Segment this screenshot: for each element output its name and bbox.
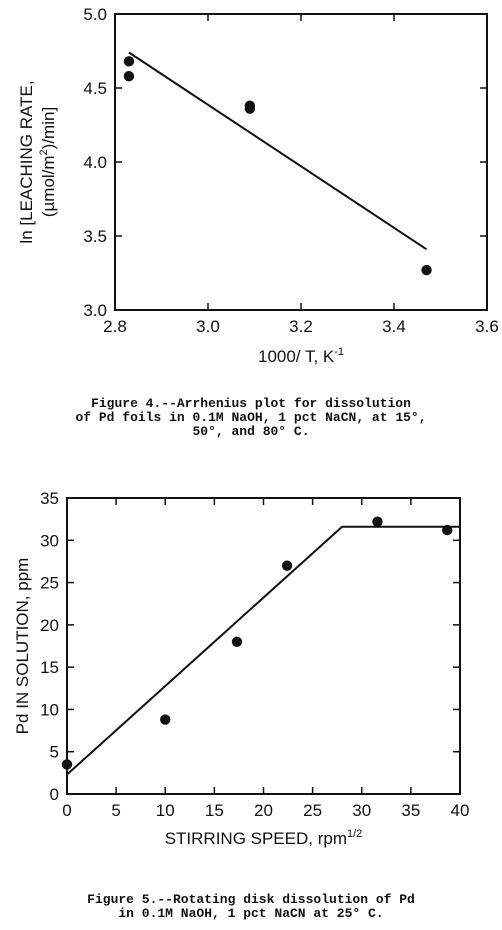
y-tick-label: 15 bbox=[40, 658, 59, 677]
y-tick-label: 25 bbox=[40, 574, 59, 593]
figure-5-chart: 0 5 10 15 20 25 30 35 40 0 5 10 15 20 25 30 35 STIRRING S… bbox=[0, 472, 502, 872]
data-point bbox=[281, 560, 293, 571]
data-point bbox=[123, 56, 135, 67]
x-tick-label: 3.0 bbox=[196, 317, 220, 336]
x-tick-label: 35 bbox=[401, 801, 420, 820]
fit-line bbox=[66, 525, 460, 776]
data-point bbox=[123, 70, 135, 82]
data-point bbox=[372, 516, 383, 527]
figure-5-caption: Figure 5.--Rotating disk dissolution of … bbox=[87, 892, 415, 921]
x-tick-label: 30 bbox=[352, 801, 371, 820]
x-axis-label: 1000/ T, K-1 bbox=[258, 346, 344, 366]
x-tick-label: 3.4 bbox=[382, 317, 406, 336]
x-tick-label: 25 bbox=[303, 801, 322, 820]
figure-4-caption: Figure 4.--Arrhenius plot for dissolutio… bbox=[75, 396, 427, 439]
fit-line bbox=[128, 51, 428, 251]
x-tick-label: 3.2 bbox=[289, 317, 313, 336]
y-axis-label-line1: ln [LEACHING RATE, bbox=[17, 80, 36, 243]
y-tick-label: 5 bbox=[50, 743, 59, 762]
x-axis-label: STIRRING SPEED, rpm1/2 bbox=[165, 828, 363, 848]
data-point bbox=[244, 103, 256, 114]
x-tick-label: 20 bbox=[254, 801, 273, 820]
y-tick-label: 4.5 bbox=[83, 79, 107, 98]
y-axis-label-line2: (µmol/m2)/min] bbox=[38, 107, 58, 217]
y-tick-label: 4.0 bbox=[83, 153, 107, 172]
data-point bbox=[421, 264, 432, 276]
y-tick-label: 35 bbox=[40, 489, 59, 508]
plot-frame bbox=[66, 497, 461, 795]
y-tick-label: 0 bbox=[50, 785, 59, 804]
rotating-disk-plot: 0 5 10 15 20 25 30 35 40 0 5 10 15 20 25 30 35 STIRRING S… bbox=[13, 489, 470, 848]
data-point bbox=[160, 714, 171, 725]
x-tick-label: 15 bbox=[205, 801, 224, 820]
x-tick-label: 2.8 bbox=[103, 317, 127, 336]
y-axis-label: Pd IN SOLUTION, ppm bbox=[13, 558, 32, 735]
plot-frame bbox=[114, 13, 488, 311]
y-tick-label: 3.0 bbox=[83, 301, 107, 320]
x-tick-label: 0 bbox=[62, 801, 71, 820]
data-point bbox=[61, 759, 73, 770]
y-axis-label: ln [LEACHING RATE, (µmol/m2)/min] bbox=[17, 80, 58, 243]
y-tick-label: 3.5 bbox=[83, 227, 107, 246]
y-tick-label: 5.0 bbox=[83, 5, 107, 24]
x-tick-label: 10 bbox=[156, 801, 175, 820]
y-tick-label: 20 bbox=[40, 616, 59, 635]
x-tick-label: 3.6 bbox=[475, 317, 499, 336]
x-tick-label: 5 bbox=[111, 801, 120, 820]
x-tick-label: 40 bbox=[451, 801, 470, 820]
y-tick-label: 10 bbox=[40, 700, 59, 719]
data-point bbox=[442, 524, 453, 536]
data-point bbox=[231, 636, 243, 647]
figure-4-chart: 2.8 3.0 3.2 3.4 3.6 3.0 3.5 4.0 4.5 5.0 1000/ T, K… bbox=[0, 0, 502, 380]
y-tick-label: 30 bbox=[40, 531, 59, 550]
